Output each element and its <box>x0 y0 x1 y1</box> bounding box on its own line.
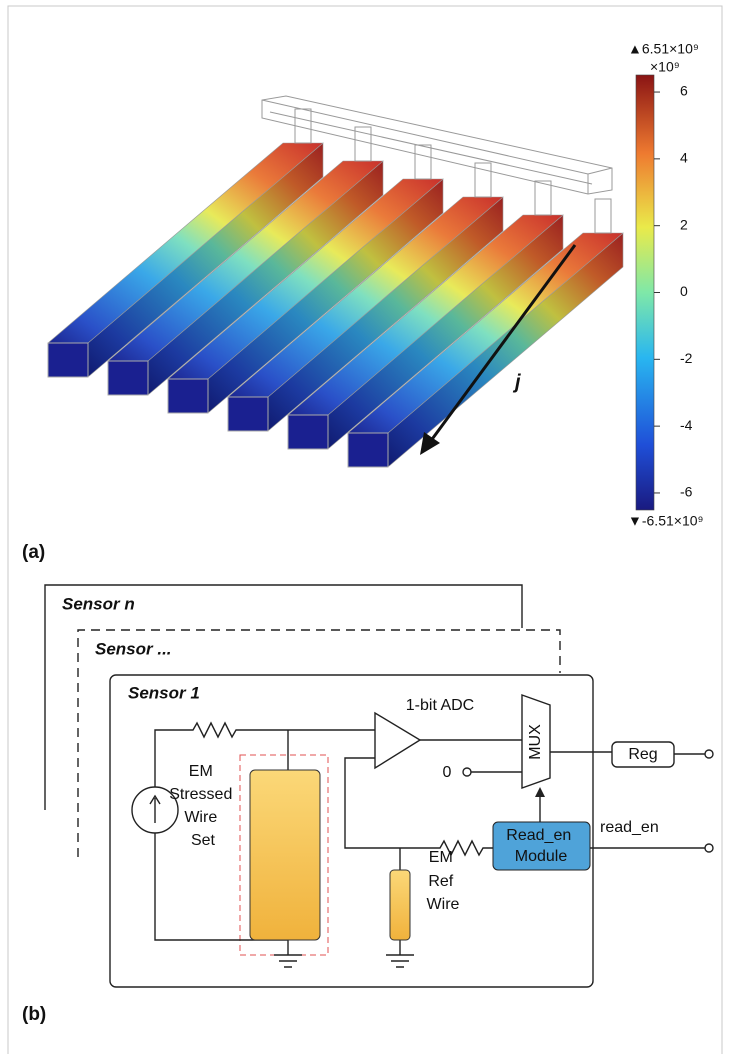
terminal <box>705 844 713 852</box>
figure: j ▲6.51×10⁹ ×10⁹ ▼-6.51×10⁹ 6 4 2 0 -2 -4 -6 (… <box>0 0 730 1054</box>
via <box>415 145 431 179</box>
colorbar-max: ▲6.51×10⁹ <box>628 41 699 57</box>
colorbar-tick-label: -2 <box>680 350 693 366</box>
register-label: Reg <box>628 746 657 763</box>
terminal <box>705 750 713 758</box>
colorbar-scale <box>636 75 654 510</box>
label-line: EM <box>189 763 213 780</box>
bar-end <box>48 343 88 377</box>
bar-end <box>288 415 328 449</box>
via <box>355 127 371 161</box>
sensor-label: Sensor 1 <box>128 683 200 702</box>
source-arrow <box>150 796 160 823</box>
label-line: Stressed <box>169 786 232 803</box>
ref-wire-label: EM Ref Wire <box>427 849 460 913</box>
colorbar-min: ▼-6.51×10⁹ <box>628 513 704 529</box>
colorbar-tick-label: -4 <box>680 417 693 433</box>
label-line: Wire <box>184 809 217 826</box>
zero-input: 0 <box>443 764 452 781</box>
label-line: Ref <box>428 873 453 890</box>
mux-label: MUX <box>527 724 544 760</box>
terminal <box>463 768 471 776</box>
sensor-label: Sensor n <box>62 594 135 613</box>
bar-end <box>228 397 268 431</box>
read-en-output: read_en <box>600 819 659 836</box>
via <box>535 181 551 215</box>
colorbar-tick-label: 0 <box>680 283 688 299</box>
colorbar-tick-label: -6 <box>680 484 693 500</box>
stressed-wire-label: EM Stressed Wire Set <box>169 763 237 849</box>
colorbar-multiplier: ×10⁹ <box>650 59 680 75</box>
colorbar-tick-label: 4 <box>680 150 688 166</box>
panel-label: (b) <box>22 1004 46 1025</box>
bar-end <box>168 379 208 413</box>
panel-label: (a) <box>22 542 45 563</box>
stressed-wire <box>250 770 320 940</box>
via <box>595 199 611 233</box>
current-label: j <box>512 371 521 393</box>
label-line: EM <box>429 849 453 866</box>
sensor-label: Sensor ... <box>95 639 172 658</box>
comparator <box>375 713 420 768</box>
label-line: Set <box>191 832 216 849</box>
module-line: Read_en <box>506 827 571 844</box>
label-line: Wire <box>427 896 460 913</box>
module-line: Module <box>515 848 568 865</box>
colorbar-tick-label: 6 <box>680 83 688 99</box>
colorbar: ▲6.51×10⁹ ×10⁹ ▼-6.51×10⁹ 6 4 2 0 -2 -4 -6 <box>628 41 704 529</box>
ref-wire <box>390 870 410 940</box>
arrow-head <box>535 787 545 797</box>
bar-end <box>348 433 388 467</box>
colorbar-tick-label: 2 <box>680 216 688 232</box>
bar-end <box>108 361 148 395</box>
adc-label: 1-bit ADC <box>406 697 474 714</box>
